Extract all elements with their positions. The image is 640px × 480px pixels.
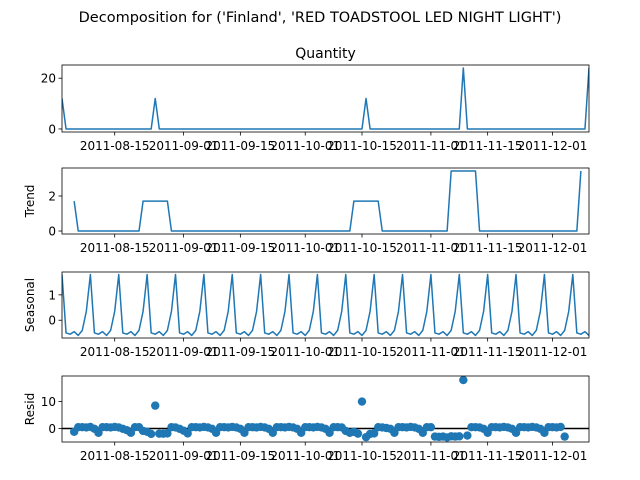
x-tick-label: 2011-09-15	[205, 241, 275, 255]
resid-point	[353, 429, 363, 438]
x-tick-label: 2011-10-01	[270, 241, 340, 255]
y-tick-label: 10	[41, 395, 56, 409]
axes-frame	[61, 375, 590, 443]
x-tick-label: 2011-09-01	[149, 449, 219, 463]
x-tick-label: 2011-10-15	[327, 241, 397, 255]
x-tick-label: 2011-11-01	[396, 241, 466, 255]
panel-title: Quantity	[295, 46, 356, 62]
resid-point	[463, 431, 472, 440]
y-tick-label: 0	[48, 122, 56, 136]
x-tick-label: 2011-12-01	[518, 241, 588, 255]
resid-point	[459, 376, 468, 385]
axes-frame	[61, 167, 590, 235]
x-tick-label: 2011-09-01	[149, 241, 219, 255]
resid-point	[560, 432, 569, 441]
x-tick-label: 2011-12-01	[518, 139, 588, 153]
x-tick-label: 2011-09-15	[205, 139, 275, 153]
series-line	[73, 170, 582, 232]
y-tick-label: 1	[48, 288, 56, 302]
x-tick-label: 2011-11-01	[396, 139, 466, 153]
resid-point	[163, 429, 172, 438]
x-tick-label: 2011-12-01	[518, 449, 588, 463]
plot-area	[62, 376, 589, 442]
resid-point	[455, 432, 464, 441]
series-line	[62, 273, 589, 337]
series-line	[62, 67, 589, 130]
y-tick-label: 0	[48, 422, 56, 436]
x-tick-label: 2011-10-01	[270, 345, 340, 359]
x-tick-label: 2011-11-15	[453, 345, 523, 359]
y-axis-label: Seasonal	[23, 278, 37, 332]
resid-point	[426, 422, 436, 432]
resid-point	[556, 422, 565, 432]
plot-area	[73, 170, 582, 232]
x-tick-label: 2011-11-15	[453, 139, 523, 153]
x-tick-label: 2011-09-01	[149, 139, 219, 153]
y-tick-label: 0	[48, 314, 56, 328]
plot-area	[62, 67, 589, 130]
x-tick-label: 2011-11-01	[396, 449, 466, 463]
axes-frame	[61, 271, 590, 339]
y-axis-label: Trend	[23, 185, 37, 219]
x-tick-label: 2011-10-01	[270, 139, 340, 153]
y-tick-label: 0	[48, 225, 56, 239]
x-tick-label: 2011-10-01	[270, 449, 340, 463]
x-tick-label: 2011-09-15	[205, 449, 275, 463]
x-tick-label: 2011-11-15	[453, 449, 523, 463]
y-tick-label: 20	[41, 72, 56, 86]
figure-suptitle: Decomposition for ('Finland', 'RED TOADS…	[79, 10, 562, 26]
x-tick-label: 2011-08-15	[80, 345, 150, 359]
x-tick-label: 2011-10-15	[327, 449, 397, 463]
x-tick-label: 2011-11-15	[453, 241, 523, 255]
x-tick-label: 2011-08-15	[80, 449, 150, 463]
y-tick-label: 2	[48, 190, 56, 204]
x-tick-label: 2011-11-01	[396, 345, 466, 359]
resid-point	[146, 429, 156, 439]
x-tick-label: 2011-09-01	[149, 345, 219, 359]
x-tick-label: 2011-10-15	[327, 345, 397, 359]
x-tick-label: 2011-10-15	[327, 139, 397, 153]
x-tick-label: 2011-08-15	[80, 241, 150, 255]
axes-frame	[61, 64, 590, 133]
y-axis-label: Resid	[23, 393, 37, 425]
plot-area	[62, 273, 589, 337]
resid-point	[183, 429, 192, 438]
x-tick-label: 2011-08-15	[80, 139, 150, 153]
resid-point	[357, 397, 367, 406]
x-tick-label: 2011-12-01	[518, 345, 588, 359]
resid-point	[369, 429, 379, 438]
x-tick-label: 2011-09-15	[205, 345, 275, 359]
resid-point	[151, 401, 160, 410]
